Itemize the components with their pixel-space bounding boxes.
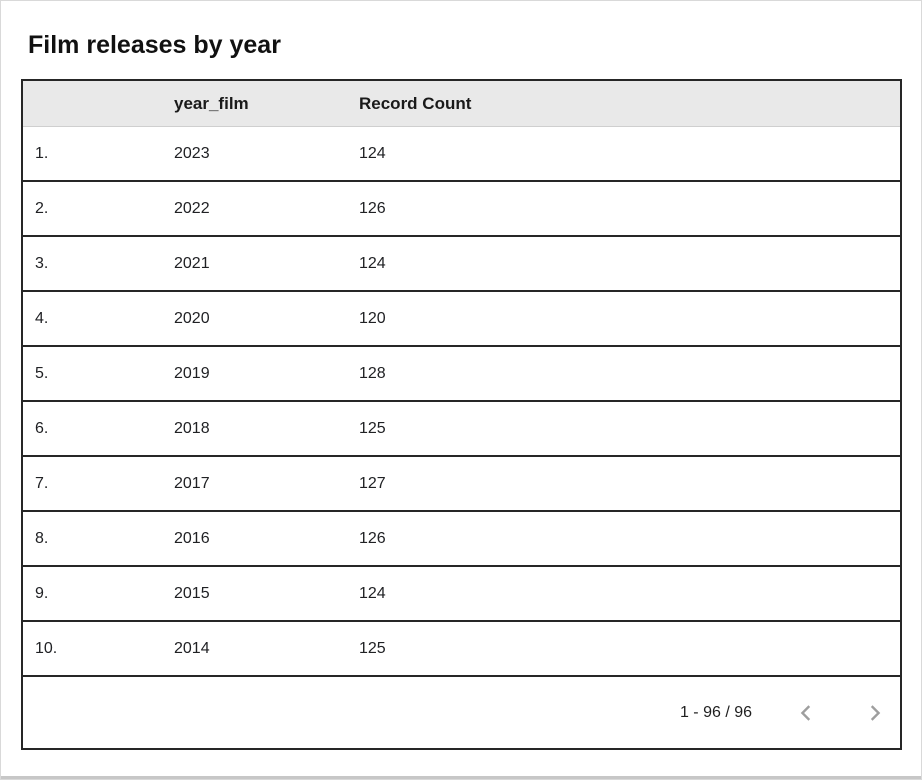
table-row: 8. 2016 126 [23,512,900,567]
chevron-left-icon [800,704,811,721]
record-count-cell: 125 [359,419,386,437]
pagination-prev-button[interactable] [795,701,819,725]
record-count-cell: 128 [359,364,386,382]
year-film-cell: 2014 [174,639,210,657]
table-row: 5. 2019 128 [23,347,900,402]
table-row: 10. 2014 125 [23,622,900,677]
year-film-cell: 2020 [174,309,210,327]
table-row: 2. 2022 126 [23,182,900,237]
row-number-cell: 4. [35,309,49,327]
row-number-cell: 9. [35,584,49,602]
row-number-cell: 8. [35,529,49,547]
record-count-cell: 124 [359,584,386,602]
table-row: 9. 2015 124 [23,567,900,622]
record-count-cell: 124 [359,254,386,272]
record-count-cell: 120 [359,309,386,327]
header-cell-year-film[interactable]: year_film [174,93,249,113]
table-row: 1. 2023 124 [23,127,900,182]
row-number-cell: 7. [35,474,49,492]
year-film-cell: 2016 [174,529,210,547]
year-film-cell: 2023 [174,144,210,162]
table-footer: 1 - 96 / 96 [23,677,900,748]
data-table: year_film Record Count 1. 2023 124 2. 20… [21,79,902,750]
record-count-cell: 126 [359,529,386,547]
table-row: 6. 2018 125 [23,402,900,457]
pagination-range-label: 1 - 96 / 96 [679,703,752,721]
table-row: 7. 2017 127 [23,457,900,512]
year-film-cell: 2017 [174,474,210,492]
year-film-cell: 2018 [174,419,210,437]
row-number-cell: 2. [35,199,49,217]
bottom-divider [1,776,921,779]
pagination-next-button[interactable] [862,701,886,725]
year-film-cell: 2021 [174,254,210,272]
row-number-cell: 10. [35,639,58,657]
year-film-cell: 2022 [174,199,210,217]
row-number-cell: 6. [35,419,49,437]
row-number-cell: 5. [35,364,49,382]
widget-title: Film releases by year [28,31,281,59]
record-count-cell: 126 [359,199,386,217]
table-row: 4. 2020 120 [23,292,900,347]
table-body: 1. 2023 124 2. 2022 126 3. 2021 124 4. 2… [23,127,900,677]
record-count-cell: 124 [359,144,386,162]
record-count-cell: 127 [359,474,386,492]
table-header-row: year_film Record Count [23,81,900,127]
row-number-cell: 3. [35,254,49,272]
record-count-cell: 125 [359,639,386,657]
chevron-right-icon [870,704,881,721]
row-number-cell: 1. [35,144,49,162]
header-cell-record-count[interactable]: Record Count [359,93,472,113]
year-film-cell: 2019 [174,364,210,382]
year-film-cell: 2015 [174,584,210,602]
table-row: 3. 2021 124 [23,237,900,292]
